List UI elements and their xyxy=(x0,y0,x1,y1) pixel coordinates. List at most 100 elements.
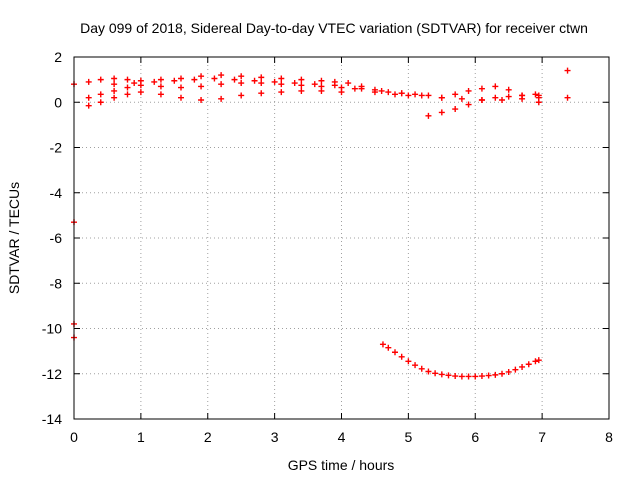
series-upper-band-a xyxy=(85,72,432,99)
data-point xyxy=(238,73,245,80)
x-tick-label: 0 xyxy=(70,429,78,445)
data-point xyxy=(124,84,131,91)
data-point xyxy=(178,84,184,91)
data-point xyxy=(519,363,526,370)
data-point xyxy=(371,89,378,96)
data-point xyxy=(505,93,512,100)
data-point xyxy=(111,75,118,82)
data-point xyxy=(238,80,245,87)
data-point xyxy=(525,361,532,368)
data-point xyxy=(171,77,178,84)
data-point xyxy=(418,365,425,372)
data-point xyxy=(131,80,138,87)
data-point xyxy=(465,87,472,94)
data-point xyxy=(111,81,118,88)
x-tick-label: 7 xyxy=(538,429,546,445)
data-point xyxy=(438,109,445,116)
data-point xyxy=(418,92,425,99)
y-tick-label: 2 xyxy=(54,49,62,65)
data-point xyxy=(425,368,432,375)
data-point xyxy=(124,91,131,98)
data-point xyxy=(178,75,184,82)
x-tick-label: 3 xyxy=(271,429,279,445)
data-point xyxy=(505,368,512,375)
data-point xyxy=(412,91,419,98)
data-point xyxy=(485,372,492,379)
data-point xyxy=(111,94,118,101)
data-point xyxy=(405,92,412,99)
data-point xyxy=(258,74,265,81)
data-point xyxy=(438,94,445,101)
data-point xyxy=(438,371,445,378)
data-point xyxy=(564,67,571,74)
data-point xyxy=(535,99,542,106)
y-axis-label: SDTVAR / TECUs xyxy=(6,182,22,294)
data-point xyxy=(432,370,439,377)
data-point xyxy=(452,373,459,380)
data-point xyxy=(512,366,519,373)
data-point xyxy=(198,83,205,90)
y-tick-label: -6 xyxy=(50,230,63,246)
y-tick-label: 0 xyxy=(54,94,62,110)
data-point xyxy=(535,92,542,99)
data-point xyxy=(157,91,164,98)
data-point xyxy=(137,82,144,89)
x-tick-label: 5 xyxy=(404,429,412,445)
data-point xyxy=(392,91,398,98)
y-tick-label: -10 xyxy=(42,321,62,337)
data-point xyxy=(157,76,164,83)
data-point xyxy=(218,81,225,88)
data-point xyxy=(398,90,405,97)
data-point xyxy=(492,371,499,378)
y-tick-label: -12 xyxy=(42,366,62,382)
x-tick-label: 8 xyxy=(605,429,613,445)
data-point xyxy=(465,101,472,108)
ticks-layer xyxy=(73,56,610,420)
data-point xyxy=(157,83,164,90)
x-tick-label: 4 xyxy=(338,429,346,445)
data-point xyxy=(298,87,305,94)
data-point xyxy=(298,76,305,83)
data-point xyxy=(458,373,465,380)
data-point xyxy=(412,362,419,369)
x-tick-label: 6 xyxy=(471,429,479,445)
data-point xyxy=(465,373,472,380)
data-point xyxy=(278,89,285,96)
data-point xyxy=(97,99,104,106)
y-tick-label: -14 xyxy=(42,411,62,427)
data-point xyxy=(198,73,205,80)
data-point xyxy=(218,72,225,79)
data-point xyxy=(519,92,526,99)
data-point xyxy=(379,341,386,348)
data-point xyxy=(231,76,238,83)
data-point xyxy=(505,86,512,93)
data-point xyxy=(311,81,318,88)
data-point xyxy=(532,358,539,365)
data-point xyxy=(278,75,285,82)
data-point xyxy=(351,85,358,92)
data-point xyxy=(137,89,144,96)
data-point xyxy=(378,87,385,94)
y-tick-label: -4 xyxy=(50,185,63,201)
data-point xyxy=(278,81,285,88)
data-point xyxy=(318,77,325,84)
data-point xyxy=(338,89,345,96)
data-point xyxy=(478,96,485,103)
data-point xyxy=(345,80,352,87)
data-point xyxy=(385,89,392,96)
x-tick-label: 2 xyxy=(204,429,212,445)
grid-layer xyxy=(74,57,609,419)
data-point xyxy=(458,95,465,102)
y-tick-label: -8 xyxy=(50,275,63,291)
data-point xyxy=(499,96,505,103)
data-point xyxy=(535,357,542,364)
data-point xyxy=(445,372,452,379)
data-point xyxy=(238,92,245,99)
data-point xyxy=(97,91,104,98)
y-tick-label: -2 xyxy=(50,140,63,156)
x-tick-labels: 0 1 2 3 4 5 6 7 8 xyxy=(70,429,613,445)
series-upper-band-c xyxy=(85,87,345,109)
data-point xyxy=(97,76,104,83)
